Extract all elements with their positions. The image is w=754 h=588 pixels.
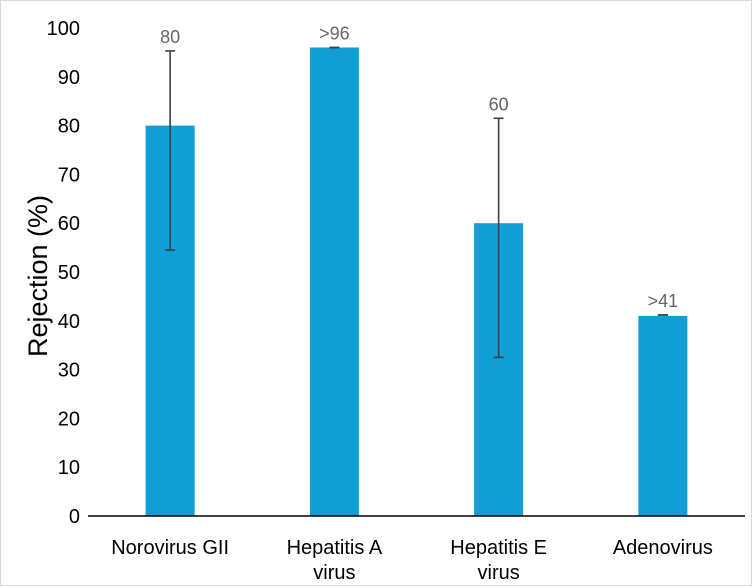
y-tick-label: 40 <box>58 311 80 333</box>
data-label: 80 <box>160 27 180 47</box>
y-tick-label: 70 <box>58 164 80 186</box>
error-bar <box>493 117 504 359</box>
error-bar <box>165 50 176 251</box>
y-tick-label: 10 <box>58 457 80 479</box>
y-tick-label: 90 <box>58 67 80 89</box>
x-category-label: Hepatitis E <box>450 537 547 559</box>
data-label: >41 <box>648 291 679 311</box>
bar <box>638 315 688 516</box>
x-category-label: virus <box>313 562 355 584</box>
y-tick-label: 50 <box>58 262 80 284</box>
data-label: >96 <box>319 24 350 44</box>
x-category-label: Hepatitis A <box>287 537 383 559</box>
x-category-label: Norovirus GII <box>111 537 229 559</box>
bar <box>309 47 359 517</box>
data-label: 60 <box>489 94 509 114</box>
y-tick-label: 60 <box>58 213 80 235</box>
x-category-label: virus <box>478 562 520 584</box>
y-axis-title: Rejection (%) <box>23 195 53 357</box>
y-tick-label: 20 <box>58 408 80 430</box>
y-tick-label: 30 <box>58 360 80 382</box>
y-tick-label: 80 <box>58 116 80 138</box>
y-tick-label: 100 <box>47 18 80 40</box>
y-tick-label: 0 <box>69 506 80 528</box>
x-category-label: Adenovirus <box>613 537 713 559</box>
